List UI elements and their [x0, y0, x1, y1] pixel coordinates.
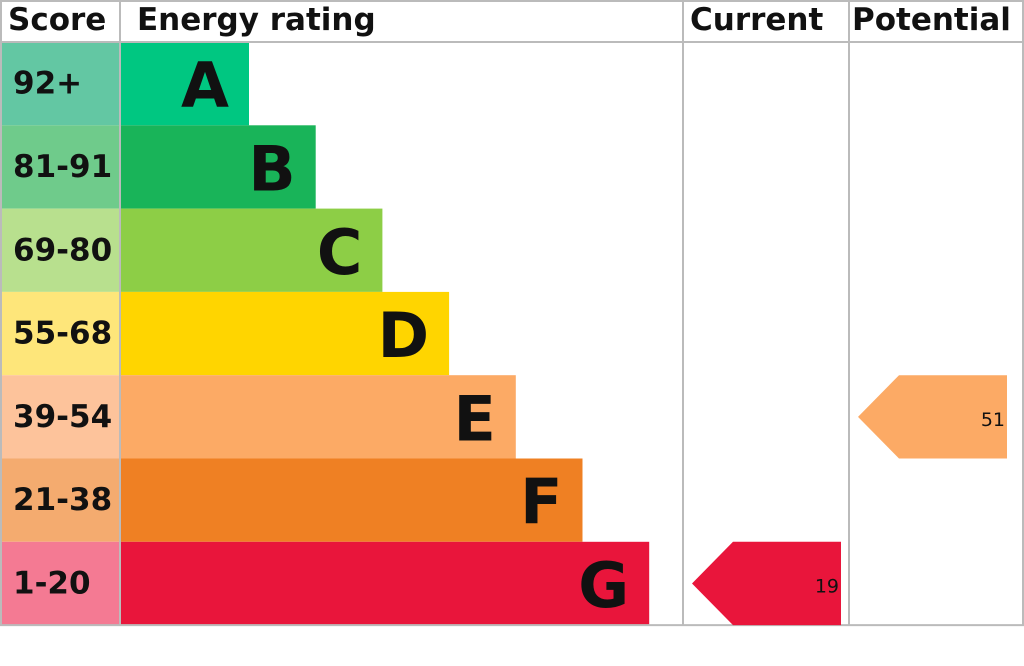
score-cell — [0, 208, 120, 292]
rating-arrow — [858, 375, 1007, 459]
score-label: 69-80 — [13, 232, 112, 268]
rating-letter: C — [317, 216, 363, 289]
column-header: Current — [690, 2, 823, 38]
score-cell — [0, 541, 120, 626]
score-label: 39-54 — [13, 399, 112, 435]
rating-value: 19 — [815, 575, 839, 597]
rating-letter: G — [578, 549, 629, 622]
score-cell — [0, 458, 120, 542]
rating-bar — [120, 458, 583, 542]
rating-value: 51 — [981, 409, 1005, 431]
column-header: Potential — [852, 2, 1011, 38]
score-cell — [0, 291, 120, 376]
score-cell — [0, 375, 120, 459]
rating-bar — [120, 291, 450, 376]
score-cell — [0, 42, 120, 126]
rating-bar — [120, 125, 316, 209]
score-label: 92+ — [13, 66, 82, 102]
rating-letter: A — [181, 49, 229, 122]
column-header: Energy rating — [137, 2, 376, 38]
score-label: 1-20 — [13, 565, 91, 601]
score-label: 21-38 — [13, 482, 112, 518]
score-label: 81-91 — [13, 149, 112, 185]
score-cell — [0, 125, 120, 209]
rating-bar — [120, 42, 249, 126]
column-header: Score — [8, 2, 106, 38]
rating-letter: B — [248, 132, 295, 205]
rating-letter: E — [453, 382, 495, 455]
rating-letter: F — [520, 466, 562, 539]
rating-bar — [120, 375, 516, 459]
rating-bar — [120, 208, 383, 292]
rating-letter: D — [378, 299, 429, 372]
score-label: 55-68 — [13, 316, 112, 352]
rating-arrow — [692, 541, 841, 626]
rating-bar — [120, 541, 650, 626]
